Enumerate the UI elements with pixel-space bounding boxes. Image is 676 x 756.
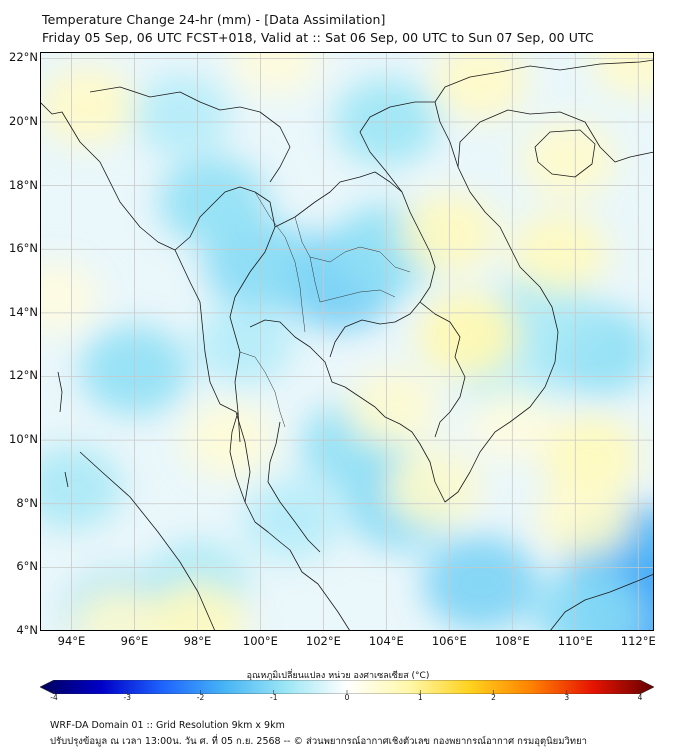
island-nicobar: [64, 471, 69, 488]
colorbar-tick-label: 1: [417, 693, 423, 702]
border-thailand-laos: [274, 171, 436, 303]
lon-tick-label: 100°E: [242, 634, 278, 648]
colorbar-tick-label: -1: [270, 693, 278, 702]
lat-tick-label: 4°N: [16, 623, 38, 637]
field-blob: [195, 304, 294, 386]
coastline-mainland: [40, 101, 351, 631]
field-blob: [432, 52, 529, 121]
colorbar-ticks: [53, 690, 641, 694]
coastline-sumatra: [79, 451, 216, 631]
colorbar-bar: [40, 680, 654, 694]
lat-tick-label: 14°N: [9, 304, 38, 319]
colorbar-title: อุณหภูมิเปลี่ยนแปลง หน่วย องศาเซลเซียส (…: [246, 671, 430, 681]
colorbar: [40, 680, 654, 694]
field-blob: [535, 569, 648, 631]
lat-tick-label: 12°N: [9, 368, 38, 383]
province-lines-2: [254, 191, 306, 333]
field-blob: [231, 52, 321, 96]
map-panel: [40, 52, 654, 631]
temperature-field: [40, 52, 654, 631]
colorbar-tick-label: 3: [564, 693, 570, 702]
lon-tick-label: 110°E: [557, 634, 593, 648]
lon-tick-label: 98°E: [183, 634, 212, 648]
coastline-east-vietnam: [434, 59, 654, 168]
footer-model-info: WRF-DA Domain 01 :: Grid Resolution 9km …: [50, 720, 285, 731]
chart-title: Temperature Change 24-hr (mm) - [Data As…: [42, 12, 386, 27]
province-lines-1: [294, 216, 411, 273]
footer-issuer-info: ปรับปรุงข้อมูล ณ เวลา 13:00น. วัน ศ. ที่…: [50, 736, 587, 747]
lon-tick-label: 96°E: [120, 634, 149, 648]
colorbar-tick-label: 2: [491, 693, 496, 702]
field-blob: [423, 535, 539, 631]
coastline-hainan: [534, 129, 596, 178]
lat-tick-label: 10°N: [9, 432, 38, 447]
lon-tick-label: 106°E: [431, 634, 467, 648]
lat-tick-label: 6°N: [16, 559, 38, 574]
field-blob: [510, 212, 609, 293]
border-cambodia-vietnam: [419, 301, 466, 438]
colorbar-tick-label: -2: [196, 693, 205, 702]
province-lines-4: [239, 351, 286, 428]
graticule: [40, 52, 654, 631]
field-blob: [40, 66, 136, 146]
border-laos-vietnam: [359, 101, 435, 193]
field-blob: [40, 260, 100, 334]
province-lines-3: [309, 256, 396, 303]
coastline-malay-west: [229, 411, 246, 503]
lon-tick-label: 94°E: [57, 634, 86, 648]
coastline-malay-east: [267, 421, 321, 553]
field-blob: [346, 370, 439, 447]
chart-subtitle-valid-time: Friday 05 Sep, 06 UTC FCST+018, Valid at…: [42, 30, 594, 45]
field-blob: [132, 75, 231, 157]
temperature-change-map: [40, 52, 654, 631]
colorbar-tick-label: -4: [50, 693, 58, 702]
coastlines-borders: [40, 59, 654, 631]
field-blob: [521, 121, 616, 200]
field-blob: [243, 479, 341, 561]
field-blob: [40, 446, 123, 530]
field-blob: [541, 414, 641, 498]
field-blob: [386, 448, 481, 527]
lat-tick-label: 22°N: [9, 50, 38, 65]
border-thailand-cambodia: [329, 301, 421, 358]
colorbar-tick-label: 4: [637, 693, 643, 702]
lon-tick-label: 108°E: [494, 634, 530, 648]
colorbar-tick-label: 0: [344, 693, 350, 702]
coastline-gulf-thailand: [249, 109, 654, 503]
field-blob: [72, 586, 165, 631]
lon-tick-label: 102°E: [305, 634, 341, 648]
field-blob: [537, 477, 632, 556]
island-andaman: [57, 371, 63, 413]
lon-tick-label: 104°E: [368, 634, 404, 648]
field-blob: [158, 156, 268, 247]
colorbar-tick-label: -3: [123, 693, 131, 702]
map-frame: [40, 52, 654, 631]
coastline-borneo: [549, 573, 654, 631]
border-myanmar-china: [89, 86, 291, 183]
field-blob: [416, 292, 520, 378]
lon-tick-label: 112°E: [620, 634, 656, 648]
lat-tick-label: 8°N: [16, 495, 38, 510]
lat-tick-label: 16°N: [9, 241, 38, 256]
lat-tick-label: 18°N: [9, 177, 38, 192]
lat-tick-label: 20°N: [9, 113, 38, 128]
